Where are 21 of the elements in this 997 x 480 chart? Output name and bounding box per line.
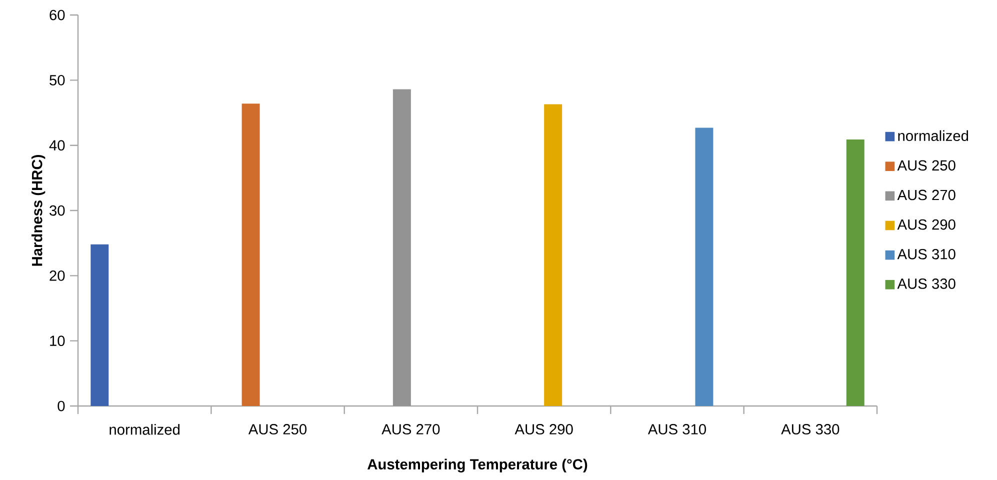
x-axis-title: Austempering Temperature (°C) (367, 458, 588, 472)
y-tick-label: 30 (50, 205, 65, 216)
y-tick-label: 10 (50, 336, 65, 346)
legend-label: AUS 290 (897, 219, 956, 230)
y-tick-label: 40 (49, 140, 65, 151)
x-tick-label: AUS 270 (382, 424, 440, 434)
legend-label: AUS 330 (897, 278, 956, 289)
y-axis-title: Hardness (HRC) (31, 155, 46, 266)
legend-label: AUS 310 (897, 248, 956, 260)
y-tick-label: 50 (50, 75, 65, 86)
x-tick-label: AUS 250 (248, 424, 306, 434)
x-tick-label: normalized (110, 424, 180, 435)
y-tick-label: 0 (58, 400, 65, 412)
x-tick-label: AUS 310 (648, 424, 706, 434)
legend-label: normalized (898, 130, 968, 142)
x-tick-label: AUS 290 (514, 424, 573, 434)
legend-label: AUS 270 (897, 190, 956, 200)
y-tick-label: 20 (50, 270, 65, 281)
legend-label: AUS 250 (897, 160, 956, 171)
x-tick-label: AUS 330 (781, 424, 840, 434)
y-tick-label: 60 (50, 10, 65, 20)
